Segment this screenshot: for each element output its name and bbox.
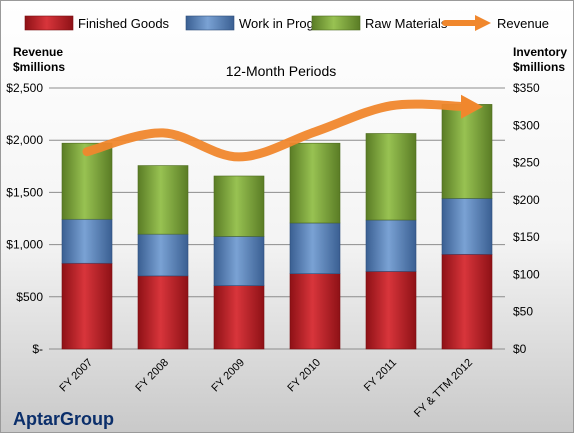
bar-work-in-progress [290, 223, 340, 274]
bar-raw-materials [290, 143, 340, 223]
right-tick-label: $300 [513, 118, 540, 132]
left-tick-label: $2,500 [6, 81, 43, 95]
bar-finished-goods [366, 271, 416, 349]
category-label: FY & TTM 2012 [412, 357, 475, 420]
right-tick-labels: $0 $50 $100 $150 $200 $250 $300 $350 [513, 81, 540, 356]
left-axis-label-line2: $millions [13, 60, 65, 74]
left-tick-label: $2,000 [6, 133, 43, 147]
legend: Finished Goods Work in Progress Raw Mate… [25, 15, 549, 31]
category-labels: FY 2007 FY 2008 FY 2009 FY 2010 FY 2011 FY & … [57, 357, 475, 420]
right-tick-label: $0 [513, 342, 527, 356]
left-axis-label-line1: Revenue [13, 45, 63, 59]
right-tick-label: $100 [513, 267, 540, 281]
left-tick-label: $500 [16, 290, 43, 304]
bar-work-in-progress [366, 220, 416, 271]
grid-layer [49, 88, 505, 349]
left-tick-labels: $- $500 $1,000 $1,500 $2,000 $2,500 [6, 81, 43, 356]
bar-finished-goods [214, 286, 264, 349]
revenue-line-layer [87, 95, 483, 157]
left-tick-label: $1,500 [6, 185, 43, 199]
legend-swatch-work-in-progress [186, 16, 234, 30]
left-tick-label: $1,000 [6, 238, 43, 252]
bar-work-in-progress [138, 234, 188, 276]
legend-label-raw-materials: Raw Materials [365, 16, 448, 31]
legend-label-finished-goods: Finished Goods [78, 16, 170, 31]
bar-finished-goods [138, 276, 188, 349]
category-label: FY 2009 [209, 357, 247, 395]
right-tick-label: $50 [513, 305, 533, 319]
bar-work-in-progress [442, 198, 492, 254]
chart-title: 12-Month Periods [226, 63, 337, 79]
bar-raw-materials [442, 104, 492, 198]
category-label: FY 2007 [57, 357, 95, 395]
bar-work-in-progress [62, 219, 112, 263]
category-label: FY 2011 [362, 357, 399, 394]
right-axis-label-line1: Inventory [513, 45, 567, 59]
bar-raw-materials [366, 133, 416, 220]
right-tick-label: $350 [513, 81, 540, 95]
legend-arrowhead-revenue [475, 15, 491, 31]
legend-label-revenue: Revenue [497, 16, 549, 31]
bar-raw-materials [138, 166, 188, 235]
left-tick-label: $- [32, 342, 43, 356]
legend-swatch-raw-materials [312, 16, 360, 30]
legend-swatch-finished-goods [25, 16, 73, 30]
bar-work-in-progress [214, 236, 264, 285]
bar-finished-goods [442, 254, 492, 349]
right-tick-label: $200 [513, 193, 540, 207]
right-axis-label-line2: $millions [513, 60, 565, 74]
bar-raw-materials [214, 176, 264, 236]
right-tick-label: $150 [513, 230, 540, 244]
company-label: AptarGroup [13, 409, 114, 429]
right-tick-label: $250 [513, 156, 540, 170]
bar-finished-goods [62, 263, 112, 349]
category-label: FY 2010 [285, 357, 323, 395]
category-label: FY 2008 [133, 357, 171, 395]
bar-finished-goods [290, 274, 340, 349]
